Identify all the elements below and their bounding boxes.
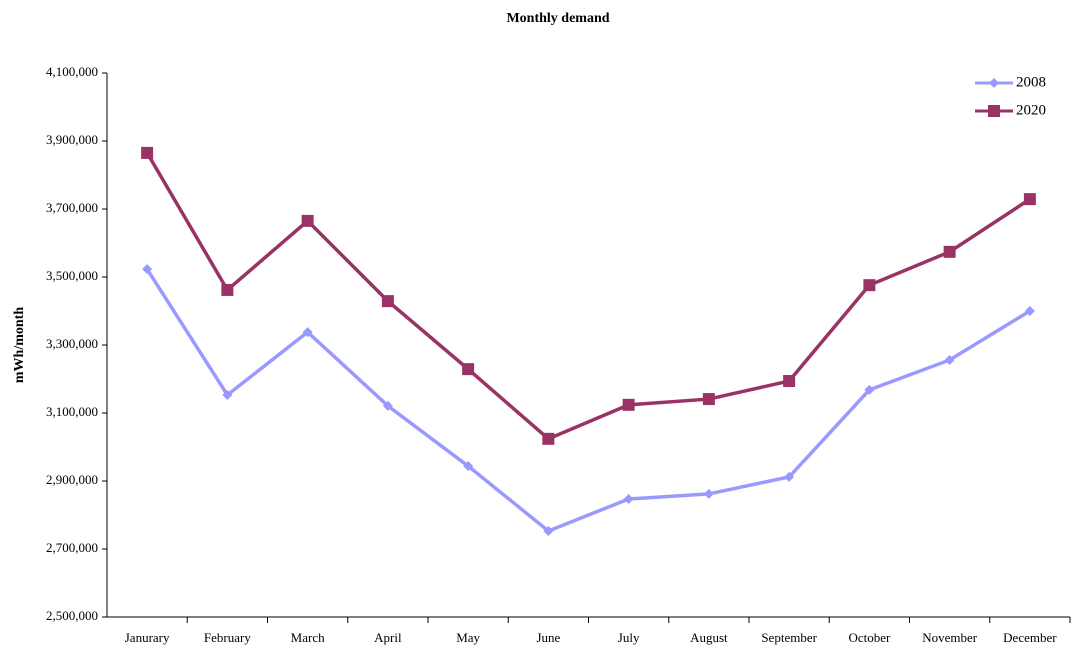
y-tick-label: 4,100,000 [46,64,98,79]
data-point [222,389,233,400]
data-point [783,375,796,388]
y-tick-label: 3,900,000 [46,132,98,147]
y-tick-label: 3,500,000 [46,268,98,283]
legend-label: 2020 [1016,102,1046,118]
x-tick-label: March [291,630,325,645]
x-tick-label: April [374,630,402,645]
data-point [622,398,635,411]
data-point [221,283,234,296]
y-tick-label: 3,300,000 [46,336,98,351]
data-point [462,363,475,376]
x-tick-label: September [761,630,817,645]
data-point [381,295,394,308]
data-point [141,146,154,159]
series-line [145,152,1031,441]
legend-marker [988,105,1000,117]
y-tick-label: 3,100,000 [46,404,98,419]
y-tick-label: 3,700,000 [46,200,98,215]
data-point [1023,193,1036,206]
data-point [863,279,876,292]
data-point [543,525,554,536]
x-tick-label: October [848,630,891,645]
x-tick-label: Janurary [125,630,170,645]
x-tick-label: November [922,630,978,645]
data-point [302,327,313,338]
legend-marker [989,78,999,88]
data-point [702,393,715,406]
data-point [943,245,956,258]
data-point [1024,306,1035,316]
data-point [623,494,634,505]
data-point [542,432,555,445]
y-tick-label: 2,900,000 [46,472,98,487]
x-tick-label: July [618,630,640,645]
y-tick-label: 2,700,000 [46,540,98,555]
data-point [784,471,795,482]
chart-title: Monthly demand [506,11,609,26]
y-axis-title: mWh/month [12,307,27,383]
data-point [944,354,955,365]
y-tick-label: 2,500,000 [46,608,98,623]
data-point [703,488,714,499]
data-point [463,461,474,472]
x-tick-label: December [1003,630,1057,645]
legend-label: 2008 [1016,74,1046,90]
data-point [301,214,314,227]
data-point [864,384,875,395]
x-tick-label: August [690,630,728,645]
data-point [142,264,153,275]
x-tick-label: May [456,630,480,645]
series-line [145,268,1031,533]
x-tick-label: February [204,630,251,645]
x-tick-label: June [536,630,560,645]
data-point [382,400,393,411]
